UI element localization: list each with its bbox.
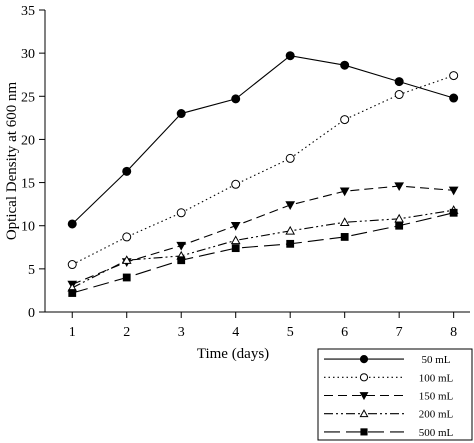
data-point [449,71,459,81]
data-point [121,255,132,264]
data-point [339,217,350,226]
data-point [176,241,187,251]
series-4 [68,208,458,297]
series-line [71,75,454,266]
data-point [449,93,459,103]
y-tick-label: 20 [21,133,35,148]
data-point [67,219,77,229]
data-point [340,233,349,241]
y-tick-label: 15 [21,177,35,192]
y-tick-label: 35 [21,4,35,19]
x-tick-label: 2 [123,325,130,340]
data-point [394,77,404,87]
data-point [176,208,186,218]
y-axis-title: Optical Density at 600 nm [4,82,20,241]
data-point [285,225,296,235]
legend-label: 500 mL [419,427,454,439]
data-point [122,166,132,176]
legend-label: 150 mL [419,391,454,403]
x-tick-label: 8 [450,325,457,340]
data-point [230,235,241,245]
legend-marker [359,392,369,401]
y-tick-label: 10 [21,220,35,235]
x-tick-label: 1 [69,325,76,340]
data-point [285,51,295,61]
data-point [394,90,404,100]
data-point [449,208,458,217]
data-point [285,153,295,163]
data-point [231,244,240,253]
data-point [122,273,131,282]
x-tick-label: 6 [341,325,348,340]
legend-marker [359,409,369,418]
legend-label: 100 mL [419,372,454,384]
data-point [285,201,296,211]
data-point [394,182,405,192]
series-line [71,209,454,289]
legend-marker [359,373,369,382]
legend-label: 200 mL [419,409,454,421]
data-point [340,60,350,70]
data-point [68,289,77,297]
legend: 50 mL 100 mL 150 mL 200 mL 500 mL [317,348,473,441]
legend-label: 50 mL [421,354,450,366]
legend-marker [359,355,369,364]
data-point [340,115,350,125]
legend-box [317,348,473,441]
data-point [177,256,186,265]
series-layer [67,51,459,297]
data-point [67,260,77,270]
x-axis-title: Time (days) [197,346,269,362]
x-tick-label: 7 [396,325,403,340]
y-tick-label: 5 [28,263,35,278]
data-point [339,187,350,197]
data-point [395,221,404,230]
y-tick-label: 30 [21,47,35,62]
data-point [231,179,241,189]
series-0 [67,51,459,229]
data-point [394,213,405,223]
y-tick-label: 0 [28,306,35,321]
x-tick-label: 4 [232,325,239,340]
data-point [176,109,186,119]
data-point [230,222,241,231]
x-tick-label: 3 [178,325,185,340]
y-tick-label: 25 [21,90,35,105]
data-point [231,94,241,104]
x-tick-label: 5 [287,325,294,340]
series-line [72,212,454,294]
data-point [286,239,295,248]
legend-marker [360,428,368,436]
series-line [72,185,454,285]
axes: 1 2 3 4 5 6 7 8 0 5 10 15 20 25 30 35 [21,4,470,340]
series-1 [67,71,459,270]
data-point [122,232,132,242]
series-line [71,55,454,225]
data-point [448,186,459,196]
